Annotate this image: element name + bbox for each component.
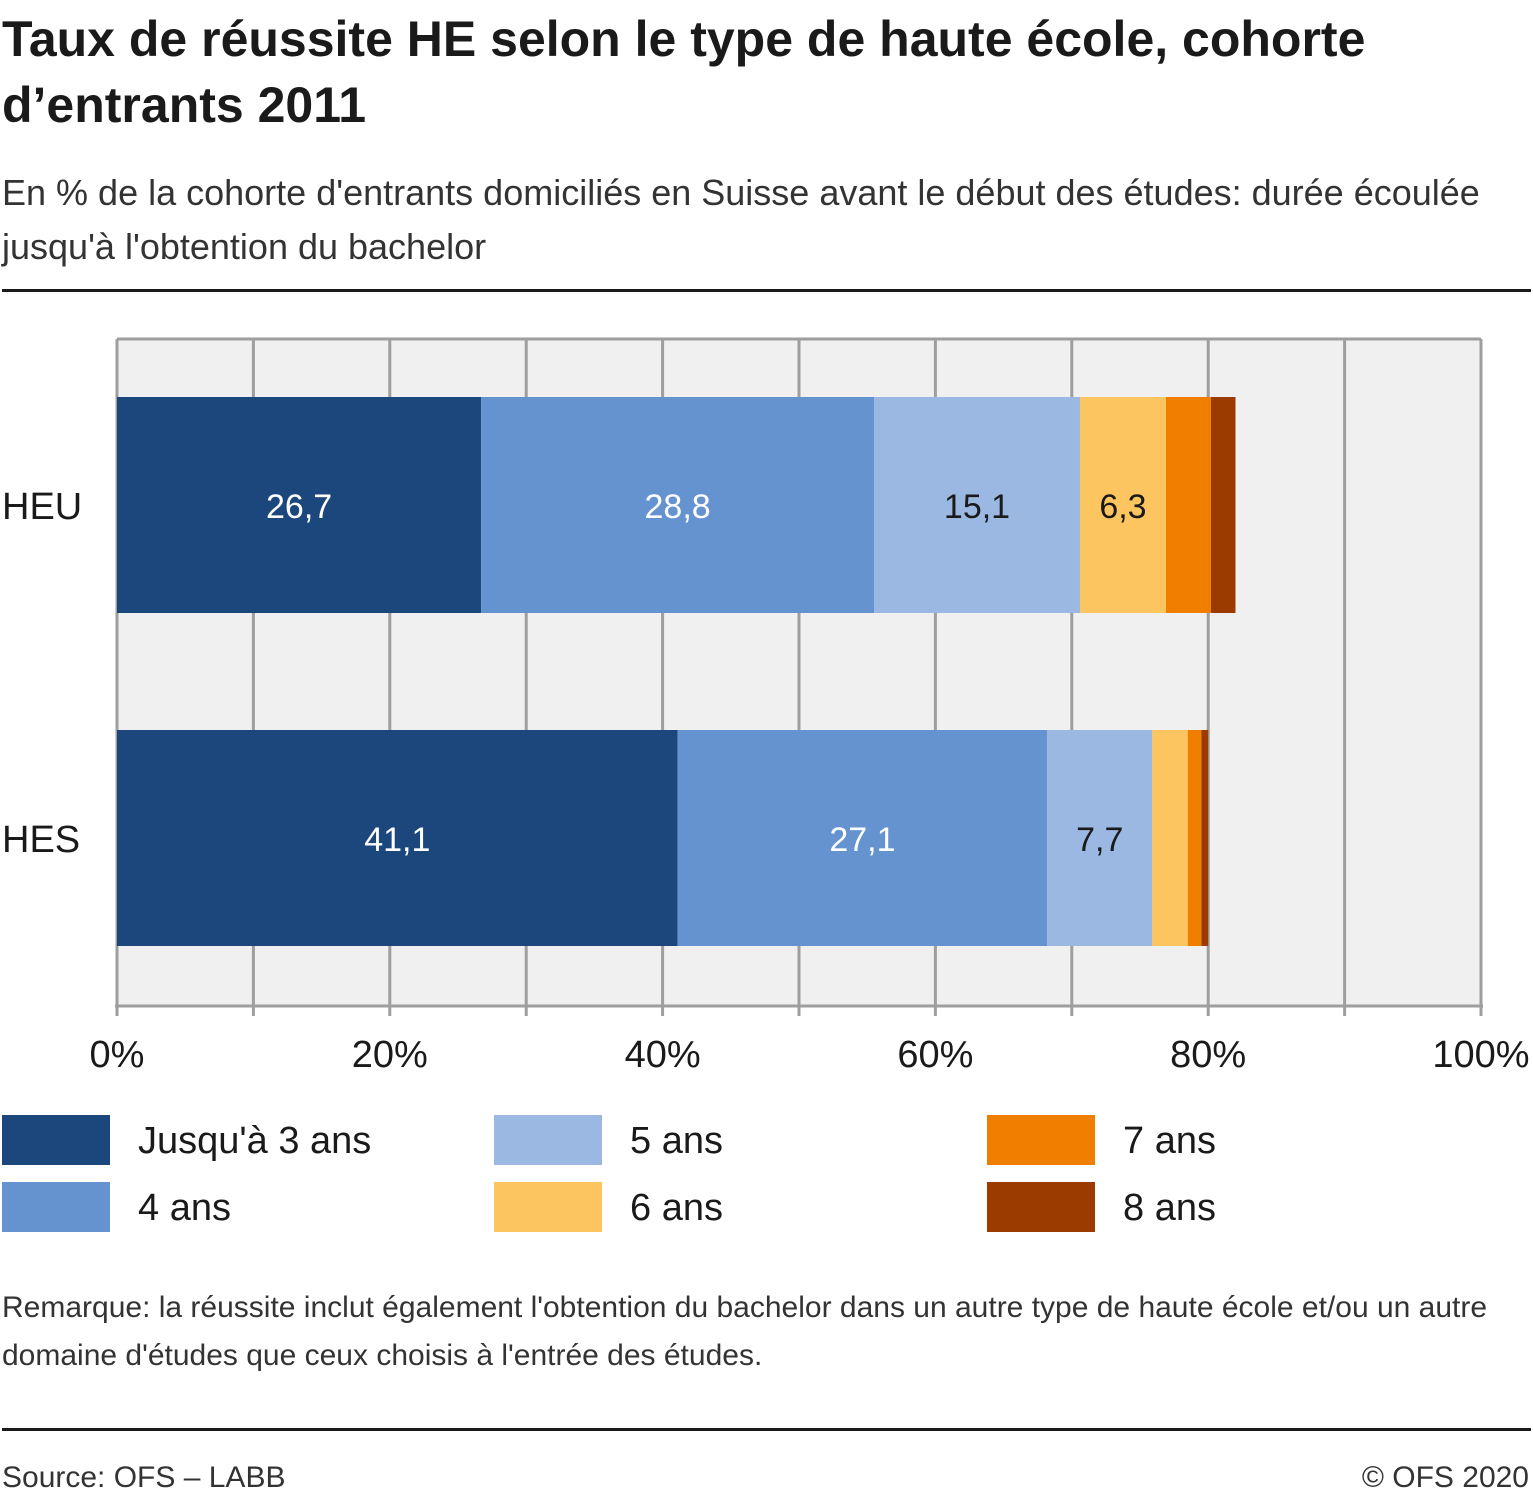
x-axis-layer: 0% 20% 40% 60% 80% 100% <box>90 1004 1530 1076</box>
category-label: HES <box>2 819 80 861</box>
bar-segment <box>874 397 1080 613</box>
bar-data-label: 28,8 <box>645 488 711 526</box>
bar-segment <box>117 397 482 613</box>
x-tick-label: 20% <box>352 1034 428 1076</box>
legend-swatch <box>494 1115 602 1165</box>
bar-segment <box>1201 730 1209 946</box>
legend-swatch <box>987 1115 1095 1165</box>
data-labels-layer: 26,7 28,8 15,1 6,3 41,1 27,1 7,7 <box>266 488 1147 859</box>
stacked-bar-chart: 26,7 28,8 15,1 6,3 41,1 27,1 7,7 HEU HES 0% 20% 4… <box>2 337 1530 1076</box>
legend-label: 4 ans <box>138 1187 231 1229</box>
x-tick-label: 40% <box>625 1034 701 1076</box>
source-text: Source: OFS – LABB <box>2 1461 286 1494</box>
legend-label: Jusqu'à 3 ans <box>138 1120 372 1162</box>
bar-segment <box>677 730 1048 946</box>
x-tick-label: 80% <box>1170 1034 1246 1076</box>
bar-data-label: 26,7 <box>266 488 332 526</box>
x-tick-label: 0% <box>90 1034 145 1076</box>
legend-label: 5 ans <box>630 1120 723 1162</box>
chart-title: Taux de réussite HE selon le type de hau… <box>2 11 1366 133</box>
chart-legend: Jusqu'à 3 ans 4 ans 5 ans 6 ans 7 ans 8 ans <box>0 1110 1533 1240</box>
bar-segment <box>1079 397 1166 613</box>
bar-segment <box>1165 397 1211 613</box>
bar-segment <box>1152 730 1188 946</box>
legend-label: 6 ans <box>630 1187 723 1229</box>
bar-segment <box>481 397 875 613</box>
bar-segment <box>1187 730 1202 946</box>
bottom-divider <box>2 1428 1531 1431</box>
bar-data-label: 6,3 <box>1099 488 1146 526</box>
legend-label: 7 ans <box>1123 1120 1216 1162</box>
legend-swatch <box>494 1182 602 1232</box>
legend-swatch <box>2 1115 110 1165</box>
bar-segment <box>1210 397 1236 613</box>
bar-data-label: 15,1 <box>944 488 1010 526</box>
x-tick-label: 100% <box>1432 1034 1529 1076</box>
bar-segment <box>1047 730 1153 946</box>
top-divider <box>2 289 1531 292</box>
bar-segment <box>117 730 678 946</box>
bar-data-label: 27,1 <box>829 821 895 859</box>
chart-note: Remarque: la réussite inclut également l… <box>2 1291 1488 1372</box>
copyright-text: © OFS 2020 <box>1361 1461 1529 1494</box>
legend-label: 8 ans <box>1123 1187 1216 1229</box>
legend-swatch <box>2 1182 110 1232</box>
chart-subtitle: En % de la cohorte d'entrants domiciliés… <box>2 172 1480 267</box>
category-label: HEU <box>2 486 82 528</box>
bar-data-label: 41,1 <box>364 821 430 859</box>
bars-layer <box>117 397 1236 946</box>
category-labels-layer: HEU HES <box>2 486 82 861</box>
x-tick-label: 60% <box>897 1034 973 1076</box>
bar-data-label: 7,7 <box>1076 821 1123 859</box>
legend-swatch <box>987 1182 1095 1232</box>
